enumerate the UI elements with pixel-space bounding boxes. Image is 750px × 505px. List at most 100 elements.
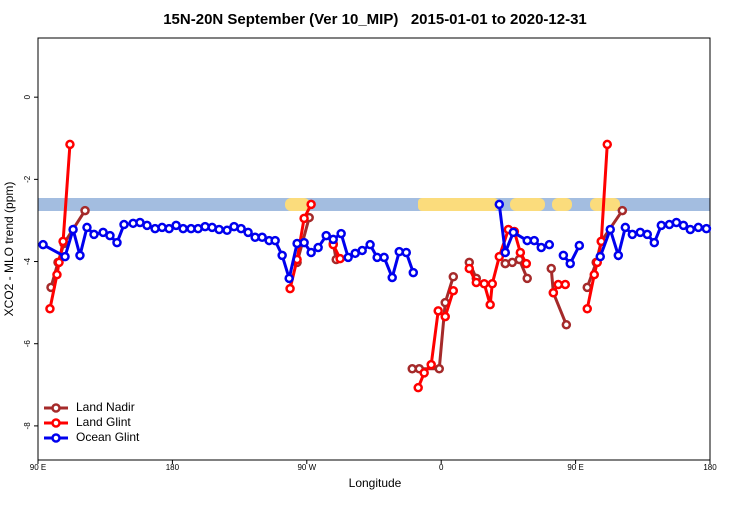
point [284, 273, 294, 284]
point [45, 304, 55, 314]
point [321, 230, 331, 241]
point [627, 229, 638, 240]
point [164, 223, 174, 234]
point [536, 242, 547, 253]
point [508, 227, 519, 238]
legend-marker [51, 433, 61, 443]
band-land [552, 198, 572, 211]
point [693, 222, 704, 233]
point [487, 278, 498, 289]
point [75, 250, 85, 261]
point [285, 283, 295, 294]
point [561, 320, 572, 330]
x-tick-label: 90 E [567, 463, 583, 472]
x-tick-label: 180 [166, 463, 180, 472]
plot-frame [37, 37, 711, 461]
point [178, 223, 188, 234]
band-land [285, 198, 310, 211]
point [52, 269, 62, 280]
point [80, 205, 90, 216]
point [112, 237, 122, 248]
point [558, 250, 569, 261]
point [515, 247, 526, 258]
x-axis-label: Longitude [349, 476, 402, 490]
legend-marker [51, 403, 61, 413]
point [589, 269, 600, 280]
point [426, 359, 436, 370]
band-land [418, 198, 498, 211]
point [529, 235, 539, 246]
point [649, 237, 660, 248]
point [306, 247, 316, 258]
point [65, 139, 75, 150]
y-tick-label: -6 [23, 340, 32, 348]
point [471, 277, 482, 288]
point [448, 271, 459, 282]
point [546, 263, 557, 274]
point [306, 199, 316, 210]
point [678, 220, 689, 231]
point [82, 222, 92, 233]
point [54, 257, 64, 268]
point [440, 311, 450, 322]
point [142, 220, 152, 231]
point [434, 364, 445, 374]
point [494, 251, 505, 262]
point [448, 285, 459, 296]
point [299, 237, 309, 248]
point [236, 223, 246, 234]
point [464, 263, 475, 274]
point [613, 250, 624, 261]
point [277, 250, 287, 261]
point [413, 382, 423, 393]
point [642, 229, 653, 240]
point [387, 272, 397, 283]
point [701, 223, 712, 234]
x-tick-label: 90 E [30, 463, 46, 472]
point [313, 242, 323, 253]
point [119, 219, 129, 230]
point [620, 222, 631, 233]
point [521, 258, 532, 269]
series-line [288, 203, 313, 290]
point [656, 220, 667, 231]
point [485, 299, 495, 310]
legend-label: Land Nadir [76, 400, 135, 414]
point [401, 247, 412, 258]
point [38, 239, 48, 250]
point [214, 224, 224, 235]
point [500, 247, 511, 258]
point [243, 227, 253, 238]
band-land [510, 198, 545, 211]
y-tick-label: -4 [23, 257, 32, 265]
y-axis-label: XCO2 - MLO trend (ppm) [2, 182, 16, 317]
y-tick-label: 0 [23, 94, 32, 99]
point [494, 199, 505, 210]
point [335, 253, 345, 264]
series [38, 199, 712, 285]
point [602, 139, 613, 150]
point [365, 239, 375, 250]
x-tick-label: 90 W [297, 463, 316, 472]
point [479, 278, 489, 289]
point [357, 245, 367, 256]
point [433, 306, 443, 316]
point [560, 279, 571, 290]
point [379, 252, 389, 263]
legend-marker [51, 418, 61, 428]
legend-label: Ocean Glint [76, 430, 140, 444]
point [60, 251, 70, 262]
point [544, 239, 555, 250]
point [617, 205, 628, 216]
point [605, 224, 615, 235]
y-tick-label: -2 [23, 175, 32, 183]
y-tick-label: -8 [23, 422, 32, 430]
point [408, 267, 419, 278]
point [270, 235, 280, 246]
point [419, 368, 429, 378]
point [58, 236, 68, 247]
point [89, 229, 99, 240]
point [582, 304, 592, 314]
chart-title: 15N-20N September (Ver 10_MIP) 2015-01-0… [163, 11, 587, 28]
